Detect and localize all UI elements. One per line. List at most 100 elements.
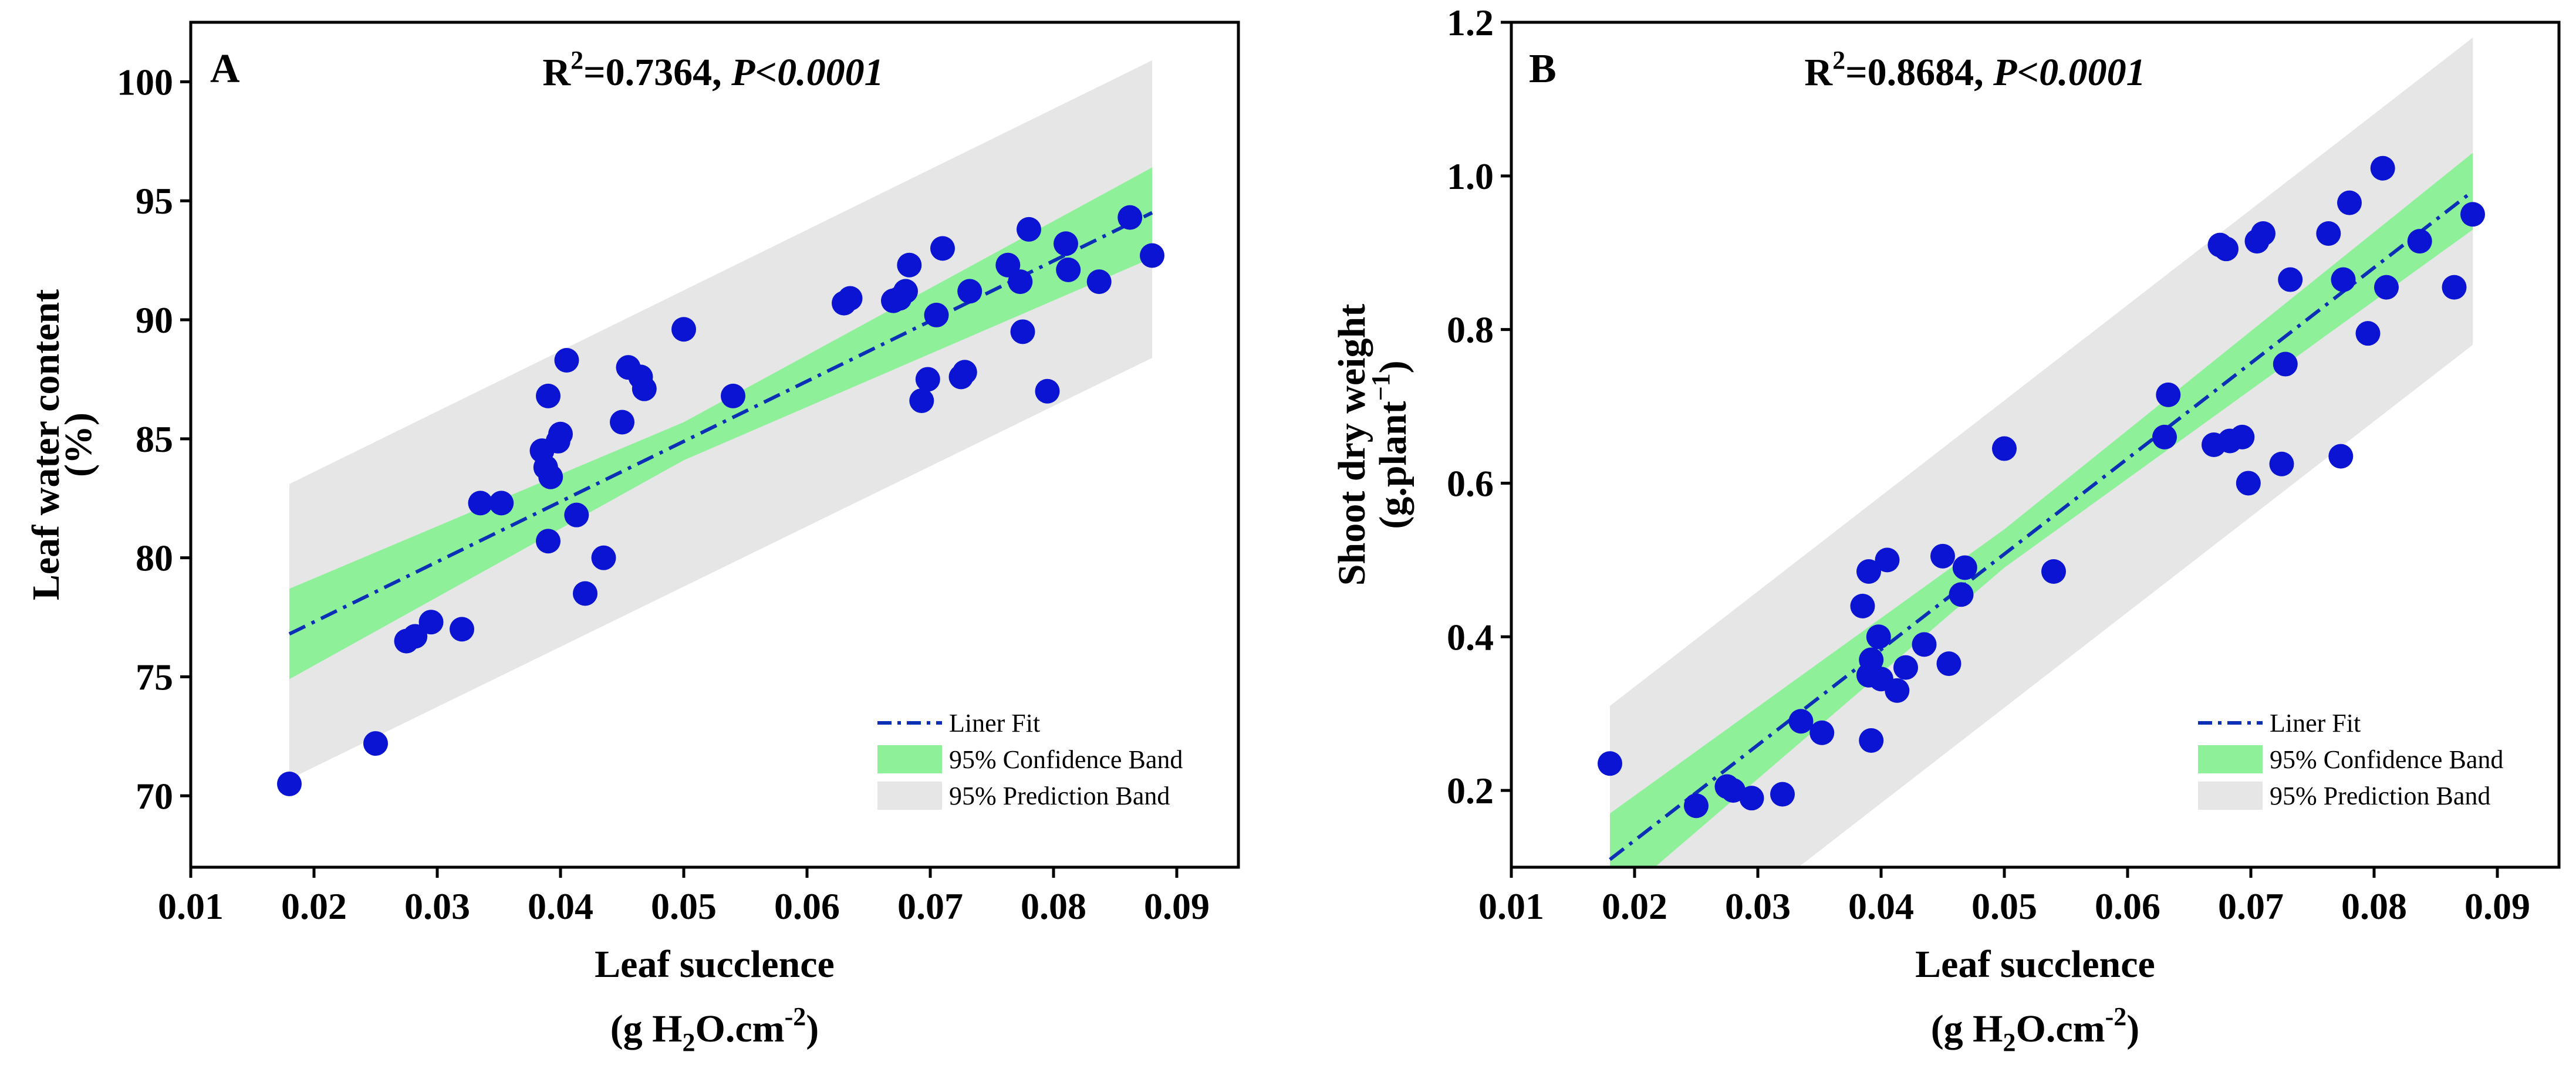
data-point-22 [632,376,657,401]
axes-frame [1510,21,2561,869]
data-point-16 [564,502,589,527]
x-tick-label-3: 0.04 [1848,885,1914,927]
y-tick-label-0: 0.2 [1447,770,1494,811]
data-point-5 [450,617,474,642]
legend-swatch-confidence [877,745,942,773]
x-axis-unit: (g H2O.cm-2) [1931,1002,2140,1057]
x-unit-sup: -2 [785,1002,806,1031]
data-point-7 [489,491,514,516]
data-point-25 [2152,424,2177,449]
data-point-6 [468,491,493,516]
data-point-16 [1885,678,1910,703]
data-point-23 [671,317,696,342]
data-point-33 [924,302,949,327]
data-point-11 [1859,647,1884,672]
y-unit-post: ) [1372,360,1414,373]
data-point-6 [1788,709,1814,734]
data-point-3 [403,624,428,649]
panel-b: 0.01 0.02 0.03 0.04 0.05 0.06 0.07 0.08 0.09 0.2 0… [1331,2,2561,1057]
x-tick-label-1: 0.02 [281,885,347,927]
data-point-19 [610,410,634,435]
data-point-23 [1992,436,2017,461]
panel-letter: A [210,46,240,92]
data-point-17 [1893,655,1918,680]
data-point-10 [536,529,561,554]
y-tick-label-2: 0.6 [1447,462,1494,504]
data-point-39 [2328,444,2354,469]
data-point-19 [1930,543,1955,569]
panel-a: 0.01 0.02 0.03 0.04 0.05 0.06 0.07 0.08 0.09 70 75… [25,21,1240,1057]
data-point-24 [2041,559,2066,584]
data-point-29 [893,279,918,304]
data-point-31 [2230,424,2255,449]
r2-value: =0.8684, [1845,51,1993,94]
data-point-3 [1721,778,1746,803]
legend-label-fit: Liner Fit [2270,709,2361,738]
x-tick-label-5: 0.06 [2095,885,2160,927]
x-tick-label-6: 0.07 [2218,885,2284,927]
data-point-8 [1850,593,1875,618]
data-point-36 [952,360,977,385]
data-point-47 [1140,243,1164,268]
confidence-band [289,167,1152,679]
x-unit-sup: -2 [2105,1002,2127,1031]
data-point-5 [1770,782,1795,807]
legend-label-prediction: 95% Prediction Band [949,782,1170,810]
data-point-0 [277,772,302,797]
r2-superscript: 2 [1832,46,1845,75]
data-point-12 [1859,728,1884,753]
data-point-17 [573,581,597,606]
data-point-0 [1598,751,1622,776]
data-point-15 [554,348,579,373]
data-point-32 [915,367,940,392]
data-point-35 [2269,451,2294,476]
data-point-18 [1912,632,1937,657]
panel-letter: B [1529,46,1557,92]
data-point-14 [548,421,573,447]
r2-prefix: R [542,51,571,94]
p-value: P<0.0001 [731,51,883,94]
x-unit-mid: O.cm [2016,1007,2105,1050]
x-tick-label-6: 0.07 [897,885,963,927]
data-point-4 [418,610,444,635]
y-tick-label-1: 0.4 [1447,616,1494,658]
data-point-26 [838,286,863,311]
data-point-11 [536,383,561,408]
legend-swatch-prediction [877,782,942,810]
r2-value: =0.7364, [583,51,731,94]
data-point-31 [909,388,934,413]
data-point-22 [1952,555,1977,580]
x-tick-label-8: 0.09 [2464,885,2530,927]
data-point-9 [1856,559,1881,584]
x-unit-pre: (g H [1931,1007,2003,1050]
x-tick-label-7: 0.08 [2341,885,2407,927]
x-tick-label-3: 0.04 [528,885,593,927]
y-tick-label-6: 100 [117,61,173,103]
x-unit-sub: 2 [2003,1028,2016,1057]
r2-superscript: 2 [570,46,583,75]
data-point-34 [2251,221,2275,246]
x-tick-label-1: 0.02 [1602,885,1667,927]
data-point-26 [2156,382,2181,407]
data-point-47 [2460,202,2485,227]
y-tick-label-4: 90 [136,299,173,341]
r2-annotation: R2=0.8684, P<0.0001 [1804,46,2145,94]
legend-swatch-confidence [2198,745,2263,773]
data-point-45 [2407,229,2432,254]
legend-label-fit: Liner Fit [949,709,1040,738]
x-unit-post: ) [2126,1007,2139,1050]
data-point-29 [2214,236,2239,262]
data-point-21 [1949,582,1974,607]
x-tick-label-4: 0.05 [651,885,717,927]
legend-swatch-prediction [2198,782,2263,810]
y-axis-title: Leaf water content [25,289,67,600]
data-point-20 [1936,651,1961,677]
y-tick-label-5: 95 [136,180,173,222]
x-tick-label-7: 0.08 [1021,885,1086,927]
y-unit-sup: −1 [1366,373,1395,401]
x-tick-label-0: 0.01 [158,885,224,927]
data-point-44 [2374,275,2399,300]
data-point-41 [1017,217,1041,242]
y-axis-title: Shoot dry weight [1331,304,1373,586]
